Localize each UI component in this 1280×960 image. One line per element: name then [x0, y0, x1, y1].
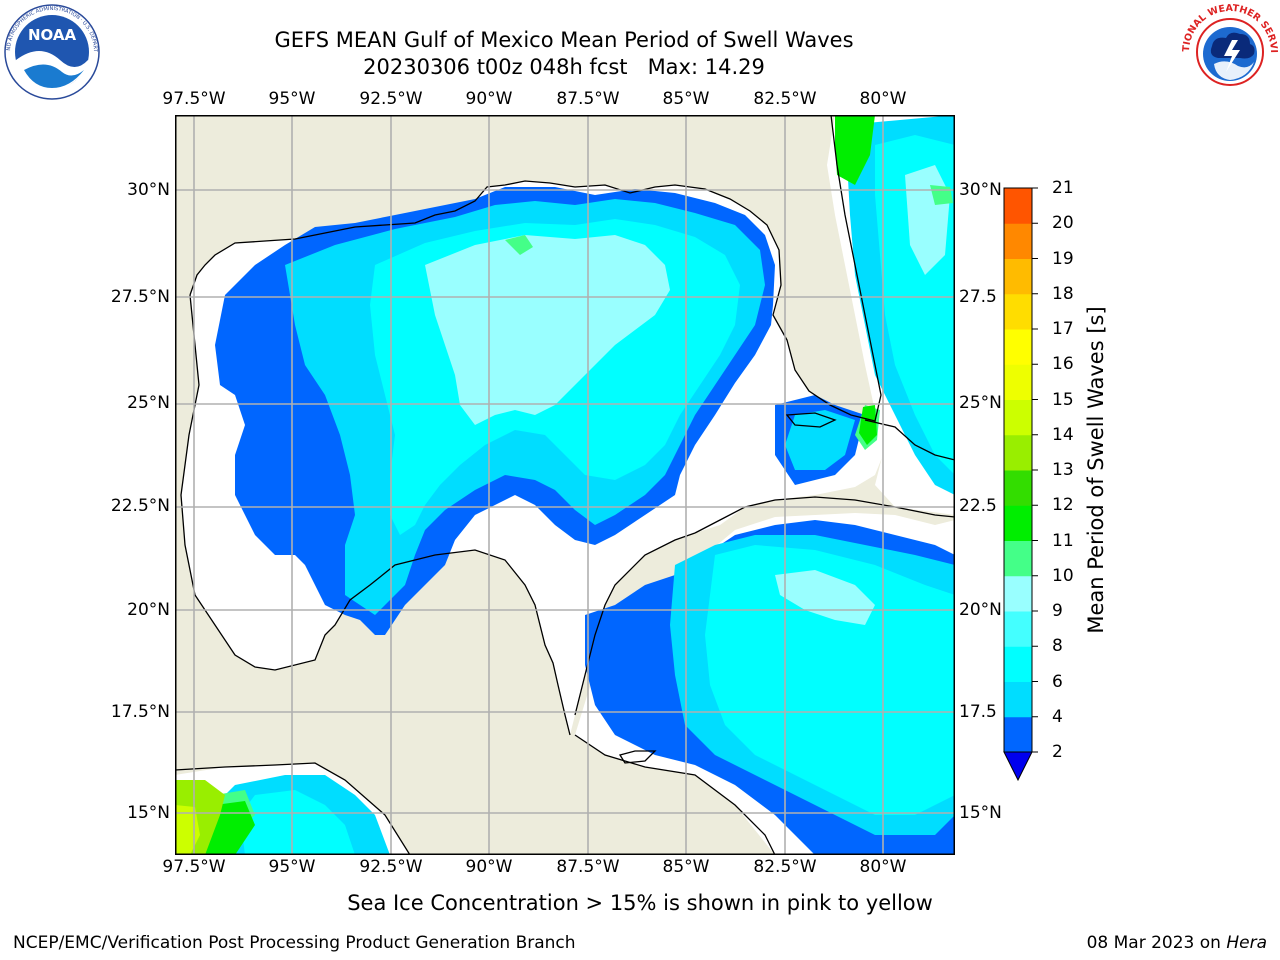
- lon-label-bottom: 82.5°W: [753, 857, 817, 877]
- noaa-logo-text: NOAA: [28, 26, 77, 44]
- lon-label-bottom: 80°W: [859, 857, 907, 877]
- lon-label-bottom: 97.5°W: [162, 857, 226, 877]
- lon-label-bottom: 95°W: [268, 857, 316, 877]
- lon-label-top: 85°W: [662, 89, 710, 109]
- colorbar-tick-label: 14: [1052, 424, 1074, 445]
- map-plot: [175, 115, 955, 855]
- lat-label-right: 15°N: [959, 803, 1002, 823]
- colorbar-tick-label: 10: [1052, 565, 1074, 586]
- lat-label-left: 15°N: [127, 803, 170, 823]
- colorbar-tick-label: 9: [1052, 601, 1063, 621]
- colorbar-cell: [1004, 575, 1032, 612]
- colorbar-tick-label: 13: [1052, 460, 1074, 480]
- lon-label-bottom: 85°W: [662, 857, 710, 877]
- colorbar-tick-label: 2: [1052, 742, 1063, 762]
- graticule: [175, 115, 955, 855]
- lat-label-right: 22.5: [959, 496, 997, 516]
- lon-label-top: 97.5°W: [162, 89, 226, 109]
- footer-credit: NCEP/EMC/Verification Post Processing Pr…: [13, 933, 576, 953]
- sea-ice-note: Sea Ice Concentration > 15% is shown in …: [347, 891, 933, 915]
- lat-label-right: 25°N: [959, 393, 1002, 413]
- lat-label-right: 27.5: [959, 287, 997, 307]
- lon-label-top: 95°W: [268, 89, 316, 109]
- map-frame: [175, 115, 955, 855]
- colorbar-cell: [1004, 611, 1032, 647]
- colorbar-cell: [1004, 646, 1032, 682]
- lat-label-left: 30°N: [127, 180, 170, 200]
- colorbar-cell: [1004, 258, 1032, 295]
- lon-label-top: 87.5°W: [556, 89, 620, 109]
- colorbar-cell: [1004, 223, 1032, 259]
- map-subtitle: 20230306 t00z 048h fcst Max: 14.29: [363, 55, 765, 79]
- lon-label-top: 90°W: [465, 89, 513, 109]
- colorbar-tick-label: 18: [1052, 283, 1074, 304]
- footer-date-text: 08 Mar 2023 on: [1086, 933, 1227, 953]
- map-title: GEFS MEAN Gulf of Mexico Mean Period of …: [274, 28, 854, 52]
- colorbar-tick-label: 6: [1052, 671, 1063, 692]
- colorbar: [1003, 187, 1038, 782]
- footer-machine: Hera: [1226, 933, 1267, 953]
- colorbar-tick-label: 16: [1052, 354, 1074, 375]
- lat-label-left: 22.5°N: [110, 496, 170, 516]
- lat-label-right: 17.5: [959, 702, 997, 722]
- colorbar-tick-label: 8: [1052, 636, 1063, 657]
- lon-label-bottom: 87.5°W: [556, 857, 620, 877]
- colorbar-cell: [1004, 470, 1032, 506]
- colorbar-cell: [1004, 188, 1032, 224]
- colorbar-cell: [1004, 364, 1032, 400]
- colorbar-cell: [1004, 540, 1032, 577]
- lon-label-bottom: 90°W: [465, 857, 513, 877]
- colorbar-cell: [1004, 434, 1032, 471]
- coastlines: [175, 115, 955, 855]
- colorbar-tick-label: 19: [1052, 248, 1074, 269]
- colorbar-cell: [1004, 293, 1032, 330]
- colorbar-tick-label: 12: [1052, 495, 1074, 516]
- colorbar-tick-label: 21: [1052, 178, 1074, 198]
- lon-label-bottom: 92.5°W: [359, 857, 423, 877]
- colorbar-cell: [1004, 681, 1032, 718]
- lat-label-left: 27.5°N: [110, 287, 170, 307]
- colorbar-tick-label: 15: [1052, 389, 1074, 410]
- lat-label-right: 30°N: [959, 180, 1002, 200]
- colorbar-tick-label: 20: [1052, 213, 1074, 234]
- lon-label-top: 92.5°W: [359, 89, 423, 109]
- lon-label-top: 82.5°W: [753, 89, 817, 109]
- colorbar-tick-label: 4: [1052, 706, 1063, 727]
- colorbar-tick-label: 11: [1052, 530, 1074, 551]
- colorbar-cell: [1004, 329, 1032, 365]
- lat-label-left: 20°N: [127, 600, 170, 620]
- noaa-logo: NOAA NATIONAL OCEANIC AND ATMOSPHERIC AD…: [0, 2, 100, 100]
- colorbar-cell: [1004, 716, 1032, 753]
- nws-logo: NATIONAL WEATHER SERVICE: [1178, 2, 1279, 98]
- footer-date: 08 Mar 2023 on Hera: [1087, 933, 1267, 953]
- lat-label-left: 25°N: [127, 393, 170, 413]
- colorbar-title: Mean Period of Swell Waves [s]: [1084, 306, 1108, 634]
- colorbar-cell: [1004, 399, 1032, 436]
- colorbar-cell: [1004, 505, 1032, 541]
- lat-label-left: 17.5°N: [110, 702, 170, 722]
- colorbar-tick-label: 17: [1052, 319, 1074, 339]
- lat-label-right: 20°N: [959, 600, 1002, 620]
- lon-label-top: 80°W: [859, 89, 907, 109]
- colorbar-under-extension: [1003, 751, 1033, 782]
